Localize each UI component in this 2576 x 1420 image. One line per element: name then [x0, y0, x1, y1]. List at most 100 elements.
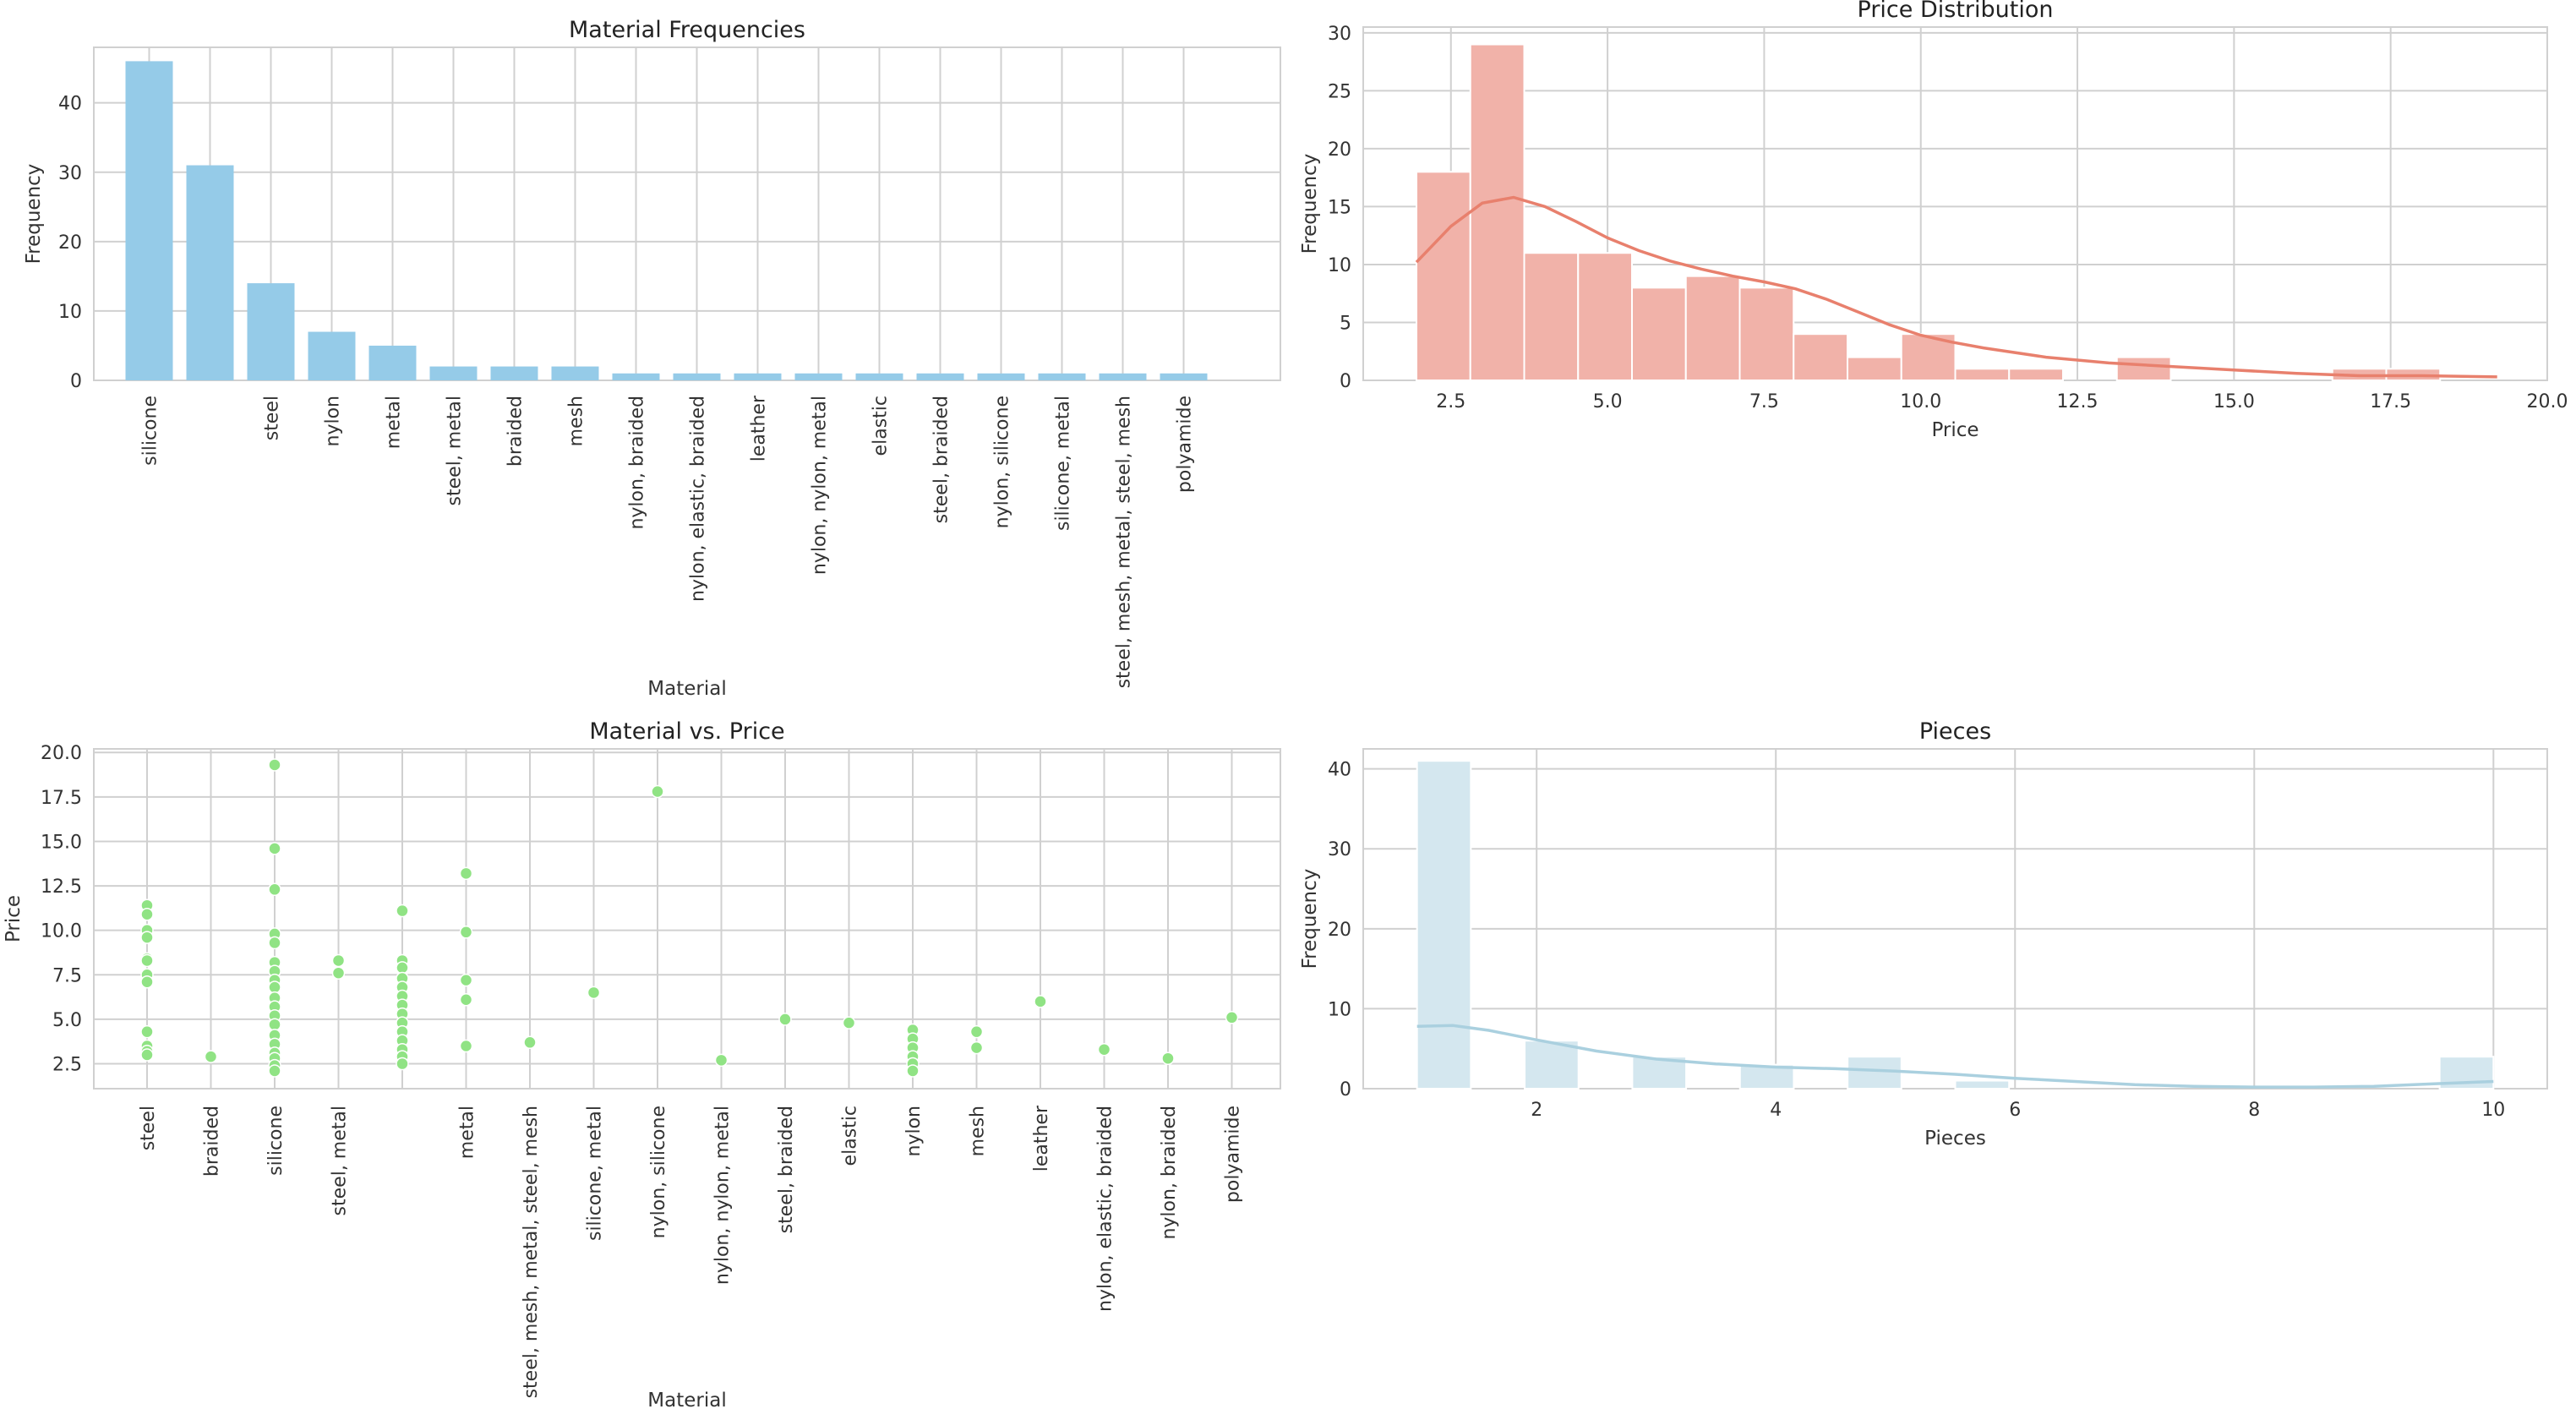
bar [368, 345, 417, 380]
scatter-point [204, 1050, 218, 1063]
y-tick-label: 20 [58, 232, 82, 254]
y-tick-label: 0 [1340, 371, 1351, 392]
scatter-point [906, 1064, 920, 1078]
x-tick-label: 2 [1531, 1100, 1542, 1121]
x-tick-label: steel, braided [931, 396, 952, 523]
x-tick-label: silicone [265, 1106, 287, 1176]
scatter-point [969, 1040, 984, 1055]
y-tick-label: 10 [58, 302, 82, 323]
y-tick-label: 7.5 [52, 965, 82, 986]
histogram-bar [2008, 368, 2064, 381]
y-tick-label: 10 [1328, 255, 1351, 276]
scatter-point [651, 784, 664, 799]
scatter-point [140, 1024, 154, 1039]
chart-title: Material vs. Price [589, 718, 784, 745]
x-tick-label: 4 [1770, 1100, 1782, 1121]
x-tick-label: nylon, nylon, metal [712, 1106, 734, 1285]
x-tick-label: nylon [903, 1106, 925, 1156]
x-tick-label: elastic [870, 396, 892, 456]
bar [612, 373, 660, 380]
bar [490, 366, 538, 380]
histogram-bar [1793, 333, 1849, 381]
scatter-point [587, 986, 601, 1000]
scatter-point [459, 973, 473, 987]
scatter-point [1225, 1011, 1239, 1024]
x-tick-label: steel, metal [330, 1106, 351, 1215]
plot-frame [1362, 748, 2548, 1090]
bar [673, 373, 721, 380]
x-tick-label: mesh [968, 1106, 989, 1156]
histogram-bar [1416, 171, 1471, 381]
scatter-point [842, 1016, 856, 1030]
y-tick-label: 12.5 [41, 877, 82, 898]
y-tick-label: 40 [1328, 760, 1351, 781]
x-tick-label: silicone, metal [1053, 396, 1074, 531]
y-axis-label: Frequency [1299, 869, 1321, 969]
histogram-bar [1577, 252, 1634, 382]
bar [855, 373, 903, 380]
scatter-point [140, 975, 154, 989]
x-tick-label: 7.5 [1749, 391, 1779, 412]
bar [308, 331, 356, 380]
x-tick-label: leather [1031, 1105, 1052, 1172]
scatter-point [140, 953, 154, 968]
y-tick-label: 25 [1328, 81, 1351, 102]
scatter-point [459, 926, 473, 939]
x-tick-label: 8 [2248, 1100, 2260, 1121]
panel-price-distribution: Price Distribution 2.5 5.0 7.5 10.0 12.5 15.0 1… [1299, 0, 2568, 441]
plot-frame [93, 748, 1281, 1090]
y-tick-label: 2.5 [52, 1055, 82, 1076]
histogram-bar [1847, 356, 1902, 381]
x-tick-label: metal [384, 396, 405, 449]
y-tick-label: 15.0 [41, 832, 82, 853]
x-tick-label: steel, metal [445, 396, 466, 505]
scatter-point [268, 758, 281, 772]
x-tick-label: nylon, braided [627, 396, 648, 530]
x-tick-label: 5.0 [1593, 391, 1623, 412]
y-axis-label: Frequency [1299, 154, 1321, 254]
chart-title: Pieces [1919, 718, 1991, 745]
x-axis-label: Pieces [1924, 1128, 1986, 1150]
histogram-bar [2115, 356, 2172, 381]
scatter-point [331, 966, 346, 980]
x-tick-label: 6 [2009, 1100, 2021, 1121]
panel-material-vs-price: Material vs. Price 2.5 5.0 7.5 10.0 12.5 15.0 1… [3, 718, 1281, 1412]
x-tick-label: steel, mesh, metal, steel, mesh [521, 1106, 542, 1398]
x-tick-label: silicone [140, 396, 161, 466]
scatter-point [396, 1057, 409, 1071]
x-tick-label: steel [138, 1106, 159, 1150]
x-tick-label: elastic [840, 1106, 861, 1166]
x-tick-label: steel, braided [776, 1106, 797, 1233]
x-tick-label: polyamide [1223, 1106, 1244, 1203]
histogram-bar [1469, 43, 1525, 382]
bar [977, 373, 1025, 380]
bar [916, 373, 964, 380]
scatter-point [459, 993, 473, 1007]
x-axis-label: Price [1931, 419, 1978, 441]
kde-curve [1416, 1024, 2494, 1089]
bar [1160, 373, 1208, 380]
x-tick-label: steel [262, 396, 283, 440]
scatter-point [969, 1024, 984, 1039]
chart-title: Material Frequencies [569, 17, 805, 43]
scatter-point [523, 1035, 537, 1050]
histogram-bar [1631, 287, 1687, 381]
x-axis-label: Material [647, 1390, 726, 1412]
y-axis-label: Price [3, 895, 25, 942]
scatter-point [1097, 1042, 1111, 1057]
chart-title: Price Distribution [1858, 0, 2054, 23]
bar [794, 373, 843, 380]
x-tick-label: polyamide [1175, 396, 1196, 493]
x-axis-label: Material [647, 678, 726, 700]
x-tick-label: leather [749, 395, 770, 462]
scatter-point [1161, 1051, 1175, 1065]
bar [186, 165, 234, 380]
y-tick-label: 30 [1328, 839, 1351, 860]
y-tick-label: 0 [1340, 1079, 1351, 1100]
scatter-point [268, 882, 281, 897]
bar [734, 373, 782, 380]
x-tick-label: silicone, metal [585, 1106, 606, 1241]
y-tick-label: 30 [1328, 24, 1351, 45]
y-tick-label: 30 [58, 163, 82, 184]
